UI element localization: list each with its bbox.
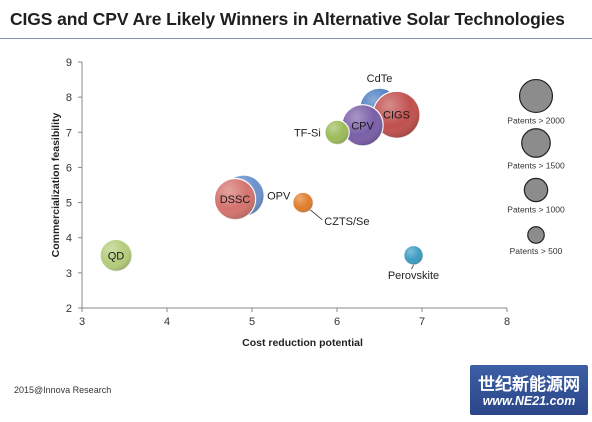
y-tick-label: 9 (66, 57, 72, 69)
brand-url: www.NE21.com (482, 394, 576, 408)
copyright-footer: 2015@Innova Research (14, 385, 112, 395)
title-divider (0, 38, 592, 39)
y-tick-label: 3 (66, 268, 72, 280)
legend-item: Patents > 2000 (507, 78, 565, 125)
bubble-shading (100, 239, 132, 272)
bubble-label: Perovskite (388, 270, 439, 282)
bubble-shading (341, 104, 384, 146)
legend-item: Patents > 500 (510, 226, 563, 256)
legend-bubble (518, 78, 554, 114)
y-tick-label: 6 (66, 162, 72, 174)
y-tick-label: 2 (66, 303, 72, 315)
bubble-dssc: DSSC (213, 177, 257, 221)
bubble-label: CPV (351, 120, 374, 132)
site-watermark-logo: 世纪新能源网 www.NE21.com (470, 365, 588, 415)
bubble-shading (403, 245, 424, 266)
y-tick-label: 8 (66, 92, 72, 104)
label-leader-line (309, 209, 323, 221)
bubble-label: TF-Si (294, 127, 321, 139)
x-tick-label: 6 (334, 316, 340, 328)
bubble-shading (373, 91, 420, 139)
legend-item: Patents > 1500 (507, 128, 565, 170)
x-tick-label: 8 (504, 316, 510, 328)
bubble-czts-se: CZTS/Se (292, 191, 370, 228)
bubble-label: CIGS (383, 110, 410, 122)
legend-bubble (523, 177, 549, 203)
y-tick-label: 5 (66, 198, 72, 210)
bubble-tf-si: TF-Si (294, 119, 350, 146)
y-tick-label: 7 (66, 127, 72, 139)
y-axis-title: Commercialization feasibility (50, 112, 62, 257)
legend-label: Patents > 1500 (507, 160, 565, 170)
bubble-label: DSSC (220, 194, 251, 206)
label-leader-line (411, 264, 414, 270)
x-tick-label: 3 (79, 316, 85, 328)
x-tick-label: 4 (164, 316, 170, 328)
x-tick-label: 7 (419, 316, 425, 328)
y-tick-label: 4 (66, 233, 72, 245)
brand-name: 世纪新能源网 (478, 375, 580, 394)
page-title: CIGS and CPV Are Likely Winners in Alter… (10, 9, 565, 29)
bubble-label: CZTS/Se (324, 216, 369, 228)
x-axis-title: Cost reduction potential (242, 337, 363, 349)
bubble-shading (292, 192, 314, 213)
bubble-cpv: CPV (341, 104, 384, 147)
x-tick-label: 5 (249, 316, 255, 328)
size-legend: Patents > 2000 Patents > 1500 Patents > 10… (507, 78, 565, 256)
bubble-label: OPV (267, 191, 291, 203)
bubble-label: QD (108, 250, 125, 262)
bubble-perovskite: Perovskite (388, 244, 439, 282)
legend-bubble (527, 226, 545, 244)
legend-bubble (521, 128, 551, 158)
bubble-cigs: CIGS (372, 90, 421, 139)
legend-item: Patents > 1000 (507, 177, 565, 215)
bubble-qd: QD (99, 238, 133, 272)
legend-label: Patents > 2000 (507, 115, 565, 125)
bubbles: CdTe CIGS CPV TF-Si OPV DSSC CZTS/Se QD Perovski… (99, 73, 439, 282)
legend-label: Patents > 1000 (507, 205, 565, 215)
legend-label: Patents > 500 (510, 246, 563, 256)
bubble-shading (214, 178, 256, 220)
bubble-label: CdTe (367, 73, 393, 85)
bubble-shading (324, 120, 350, 145)
